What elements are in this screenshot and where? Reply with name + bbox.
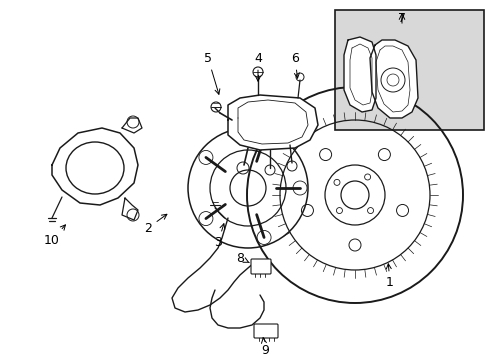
Polygon shape bbox=[343, 37, 375, 112]
Polygon shape bbox=[122, 118, 142, 133]
Text: 10: 10 bbox=[44, 225, 65, 247]
Polygon shape bbox=[369, 40, 417, 118]
Bar bbox=[334, 10, 483, 130]
Text: 4: 4 bbox=[254, 51, 262, 81]
Text: 5: 5 bbox=[203, 51, 220, 94]
Polygon shape bbox=[122, 198, 138, 220]
Text: 6: 6 bbox=[290, 51, 299, 78]
Text: 2: 2 bbox=[144, 214, 166, 234]
Polygon shape bbox=[52, 128, 138, 205]
Text: 7: 7 bbox=[397, 12, 405, 24]
Text: 8: 8 bbox=[236, 252, 249, 265]
Text: 9: 9 bbox=[261, 338, 268, 356]
Text: 1: 1 bbox=[385, 264, 393, 289]
Bar bbox=[334, 10, 483, 130]
Text: 3: 3 bbox=[214, 224, 224, 249]
FancyBboxPatch shape bbox=[253, 324, 278, 338]
Polygon shape bbox=[227, 95, 317, 150]
FancyBboxPatch shape bbox=[250, 259, 270, 274]
